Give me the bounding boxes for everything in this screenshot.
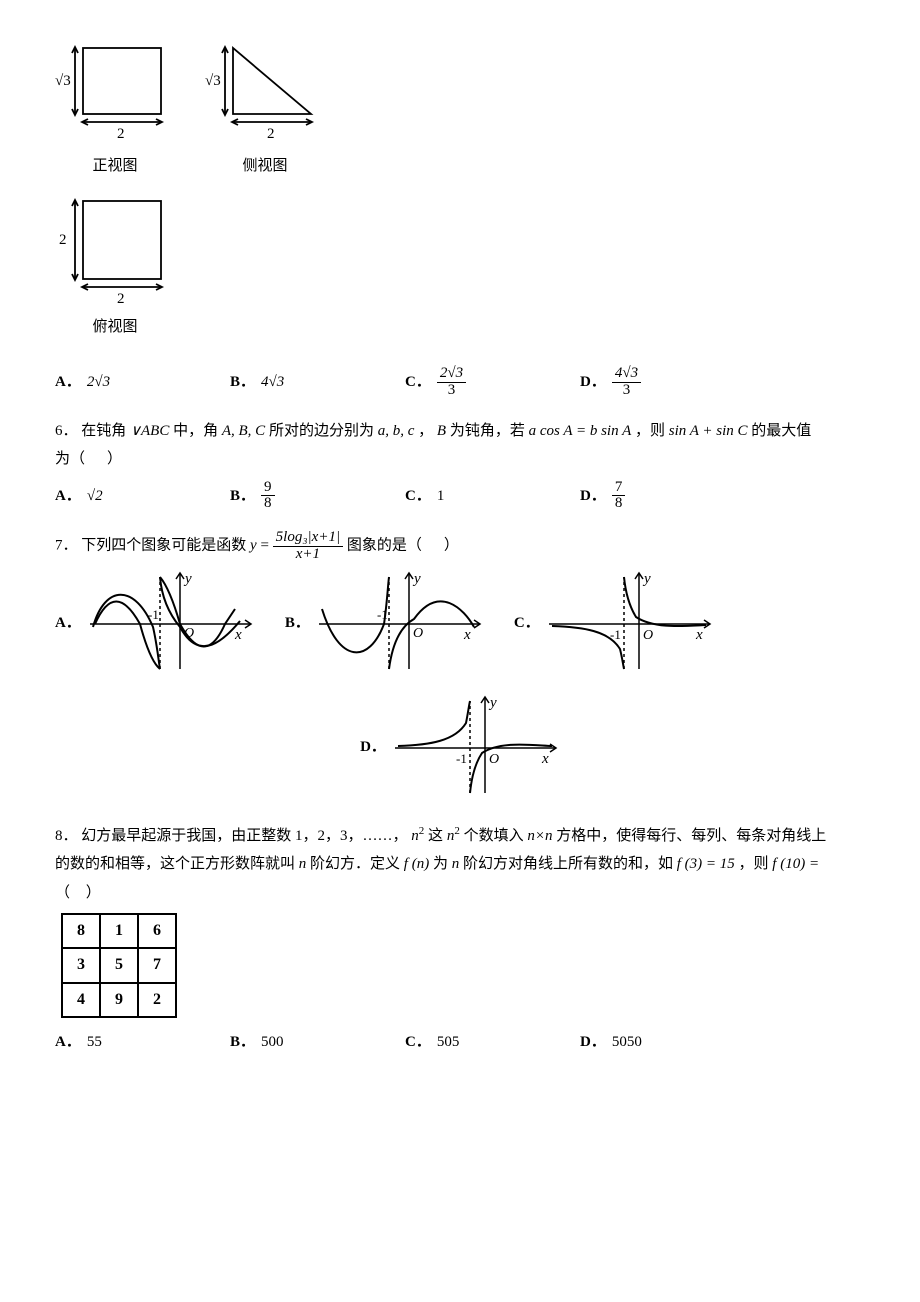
svg-text:x: x	[234, 627, 242, 643]
table-row: 357	[62, 948, 176, 982]
front-view-svg: √3 2	[55, 40, 175, 150]
q6-opt-d: D． 78	[580, 480, 755, 513]
top-view-svg: 2 2	[55, 191, 175, 311]
q8-opt-b: B．500	[230, 1028, 405, 1057]
svg-text:x: x	[541, 751, 549, 767]
q5-views-row2: 2 2 俯视图	[55, 191, 865, 342]
svg-text:-1: -1	[377, 607, 388, 622]
q5-opt-b: B．4√3	[230, 368, 405, 397]
q5-a-val: 2√3	[87, 368, 110, 397]
q5-opt-c: C． 2√33	[405, 366, 580, 399]
top-w-label: 2	[117, 291, 125, 307]
svg-text:-1: -1	[148, 607, 159, 622]
q5-opt-d: D． 4√33	[580, 366, 755, 399]
table-row: 816	[62, 914, 176, 948]
svg-text:O: O	[489, 752, 499, 767]
q7-text: 7． 下列四个图象可能是函数 y = 5log₃|x+1|x+1 图象的是（）	[55, 530, 865, 563]
svg-text:x: x	[463, 627, 471, 643]
top-h-label: 2	[59, 232, 67, 248]
q5-d-den: 3	[612, 383, 641, 399]
q6-opt-b: B． 98	[230, 480, 405, 513]
q7-graph-c: x y O -1	[544, 569, 714, 679]
q5-b-val: 4√3	[261, 368, 284, 397]
q5-side-view: √3 2 侧视图	[205, 40, 325, 181]
q6-options: A．√2 B． 98 C．1 D． 78	[55, 480, 865, 513]
side-caption: 侧视图	[205, 152, 325, 181]
q5-d-num: 4√3	[612, 366, 641, 383]
svg-text:O: O	[184, 626, 194, 641]
q8-text: 8． 幻方最早起源于我国，由正整数 1，2，3，……， n2 这 n2 个数填入…	[55, 821, 865, 908]
q7-graphs: A． x y O -1 B．	[55, 569, 865, 803]
q7-graph-b: x y O -1	[314, 569, 484, 679]
side-h-label: √3	[205, 73, 221, 89]
svg-text:y: y	[642, 571, 651, 587]
svg-text:O: O	[413, 626, 423, 641]
q7-opt-b: B． x y O -1	[285, 569, 484, 679]
svg-text:-1: -1	[610, 627, 621, 642]
front-h-label: √3	[55, 73, 71, 89]
q8-opt-c: C．505	[405, 1028, 580, 1057]
side-w-label: 2	[267, 126, 275, 142]
svg-text:O: O	[643, 628, 653, 643]
side-view-svg: √3 2	[205, 40, 325, 150]
q6-opt-a: A．√2	[55, 482, 230, 511]
q6-opt-c: C．1	[405, 482, 580, 511]
top-caption: 俯视图	[55, 313, 175, 342]
q8-opt-a: A．55	[55, 1028, 230, 1057]
q7-graph-d: x y O -1	[390, 693, 560, 803]
q5-c-den: 3	[437, 383, 466, 399]
q6-text: 6． 在钝角 ∨ABC 中，角 A, B, C 所对的边分别为 a, b, c …	[55, 417, 865, 474]
q7-opt-d: D． x y O -1	[55, 693, 865, 803]
q8-opt-d: D．5050	[580, 1028, 755, 1057]
q5-c-num: 2√3	[437, 366, 466, 383]
q5-front-view: √3 2 正视图	[55, 40, 175, 181]
svg-text:y: y	[488, 695, 497, 711]
q5-options: A．2√3 B．4√3 C． 2√33 D． 4√33	[55, 366, 865, 399]
table-row: 492	[62, 983, 176, 1017]
front-w-label: 2	[117, 126, 125, 142]
q5-opt-a: A．2√3	[55, 368, 230, 397]
svg-text:y: y	[183, 571, 192, 587]
q5-top-view: 2 2 俯视图	[55, 191, 175, 342]
q6-num: 6．	[55, 423, 78, 439]
q8-magic-square: 816 357 492	[61, 913, 177, 1018]
q5-views-row1: √3 2 正视图 √3 2 侧视图	[55, 40, 865, 181]
svg-text:x: x	[695, 627, 703, 643]
q7-graph-a: x y O -1	[85, 569, 255, 679]
svg-text:-1: -1	[456, 751, 467, 766]
q7-opt-a: A． x y O -1	[55, 569, 255, 679]
front-caption: 正视图	[55, 152, 175, 181]
q8-options: A．55 B．500 C．505 D．5050	[55, 1028, 865, 1057]
q7-opt-c: C． x y O -1	[514, 569, 714, 679]
svg-text:y: y	[412, 571, 421, 587]
